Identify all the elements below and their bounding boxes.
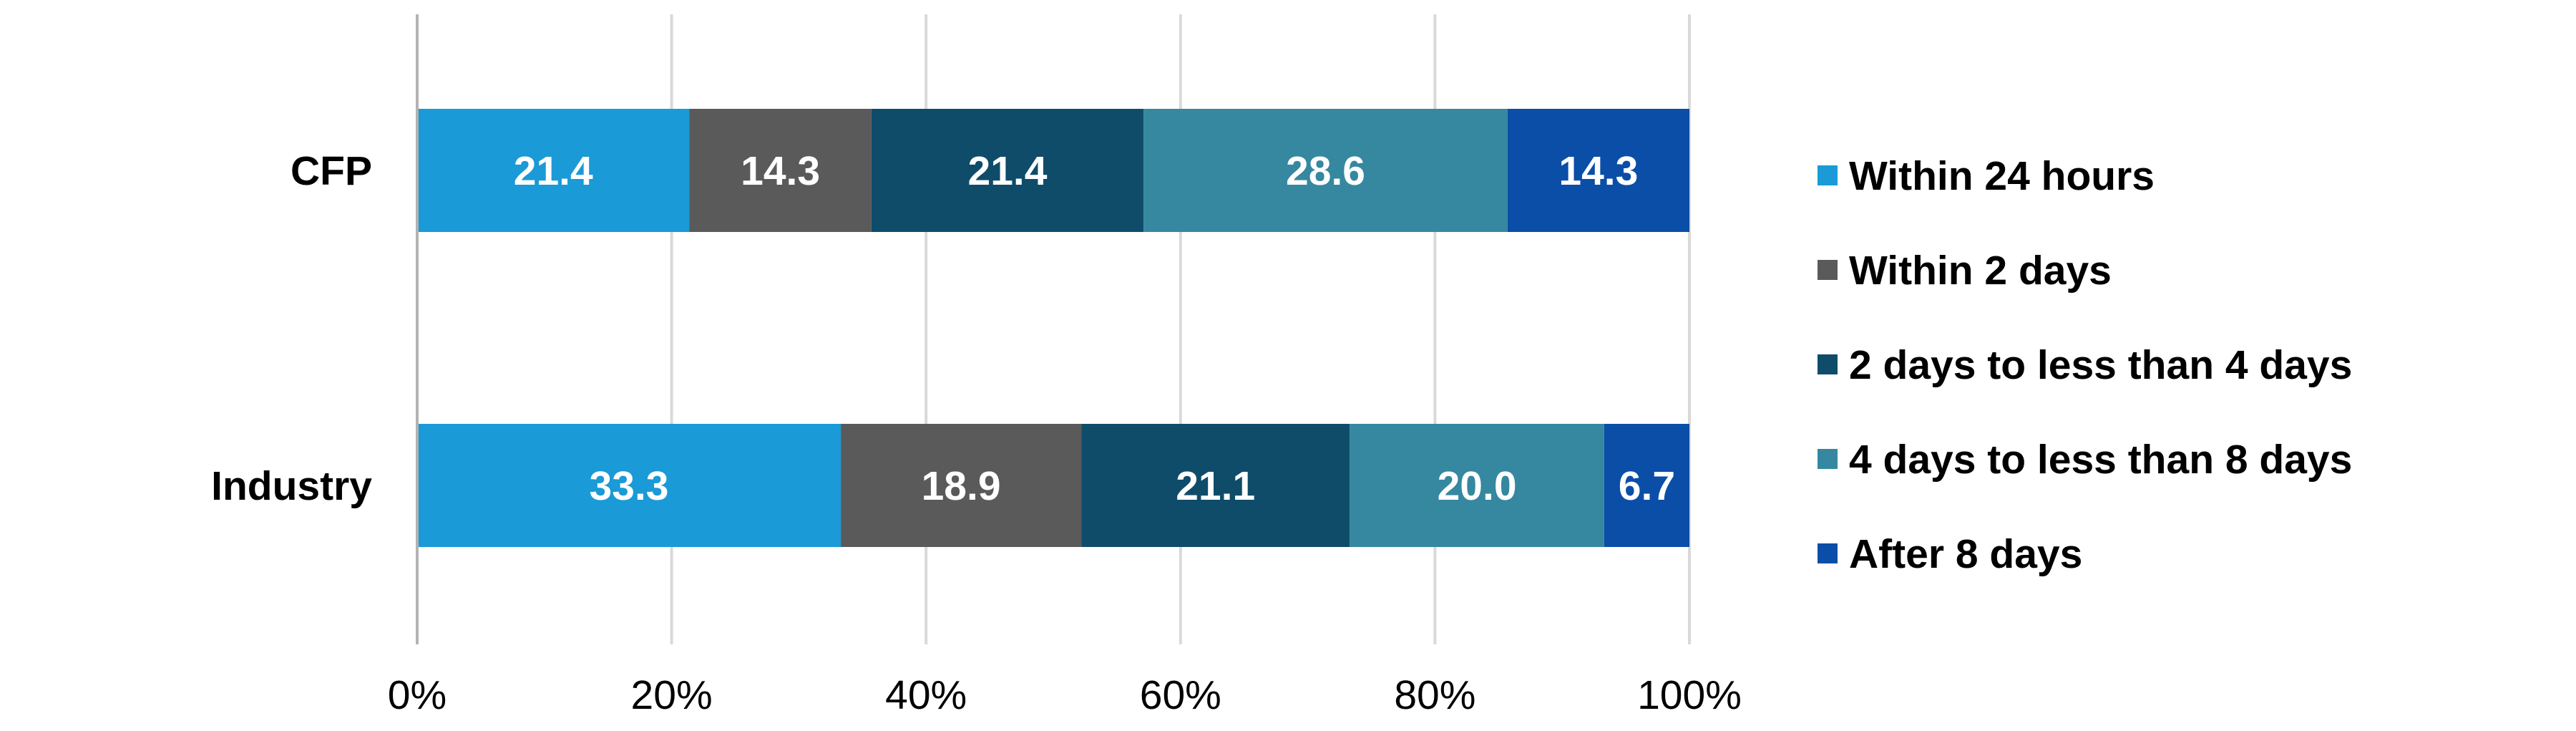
category-labels: CFP Industry bbox=[211, 148, 372, 509]
bar-segment bbox=[1604, 424, 1689, 547]
legend-label: Within 24 hours bbox=[1849, 153, 2155, 199]
x-tick-label: 80% bbox=[1394, 672, 1475, 718]
x-tick-label: 20% bbox=[631, 672, 713, 718]
bar-segment bbox=[1507, 109, 1689, 232]
data-label: 20.0 bbox=[1438, 463, 1517, 509]
data-label: 14.3 bbox=[741, 148, 820, 194]
data-label: 21.4 bbox=[968, 148, 1048, 194]
legend-swatch bbox=[1818, 354, 1838, 374]
bar-segment bbox=[1350, 424, 1604, 547]
legend-swatch bbox=[1818, 449, 1838, 469]
legend-label: 2 days to less than 4 days bbox=[1849, 342, 2352, 388]
data-label: 33.3 bbox=[590, 463, 669, 509]
x-tick-label: 60% bbox=[1140, 672, 1221, 718]
data-label: 6.7 bbox=[1619, 463, 1675, 509]
x-tick-label: 100% bbox=[1637, 672, 1742, 718]
legend-item: 4 days to less than 8 days bbox=[1818, 437, 2352, 483]
data-label: 14.3 bbox=[1558, 148, 1638, 194]
category-label: Industry bbox=[211, 463, 372, 509]
legend-label: Within 2 days bbox=[1849, 248, 2112, 294]
x-tick-label: 0% bbox=[388, 672, 447, 718]
legend-item: Within 24 hours bbox=[1818, 153, 2155, 199]
bar-segment bbox=[841, 424, 1082, 547]
legend-swatch bbox=[1818, 260, 1838, 280]
bar-segment bbox=[417, 424, 841, 547]
legend: Within 24 hours Within 2 days 2 days to le… bbox=[1818, 153, 2352, 577]
legend-item: 2 days to less than 4 days bbox=[1818, 342, 2352, 388]
data-label: 21.1 bbox=[1176, 463, 1255, 509]
legend-item: Within 2 days bbox=[1818, 248, 2112, 294]
bar-segment bbox=[871, 109, 1144, 232]
bars: 21.4 14.3 21.4 28.6 14.3 33.3 18.9 21.1 20.0 6.7 bbox=[417, 109, 1689, 547]
data-label: 21.4 bbox=[514, 148, 593, 194]
legend-swatch bbox=[1818, 165, 1838, 185]
x-tick-label: 40% bbox=[885, 672, 967, 718]
bar-segment bbox=[417, 109, 690, 232]
legend-label: After 8 days bbox=[1849, 531, 2082, 577]
bar-segment bbox=[689, 109, 872, 232]
legend-item: After 8 days bbox=[1818, 531, 2082, 577]
x-axis-ticks: 0% 20% 40% 60% 80% 100% bbox=[388, 672, 1742, 718]
bar-segment bbox=[1143, 109, 1508, 232]
legend-swatch bbox=[1818, 543, 1838, 563]
legend-label: 4 days to less than 8 days bbox=[1849, 437, 2352, 483]
bar-segment bbox=[1081, 424, 1350, 547]
category-label: CFP bbox=[291, 148, 372, 194]
data-label: 18.9 bbox=[922, 463, 1001, 509]
data-label: 28.6 bbox=[1286, 148, 1365, 194]
